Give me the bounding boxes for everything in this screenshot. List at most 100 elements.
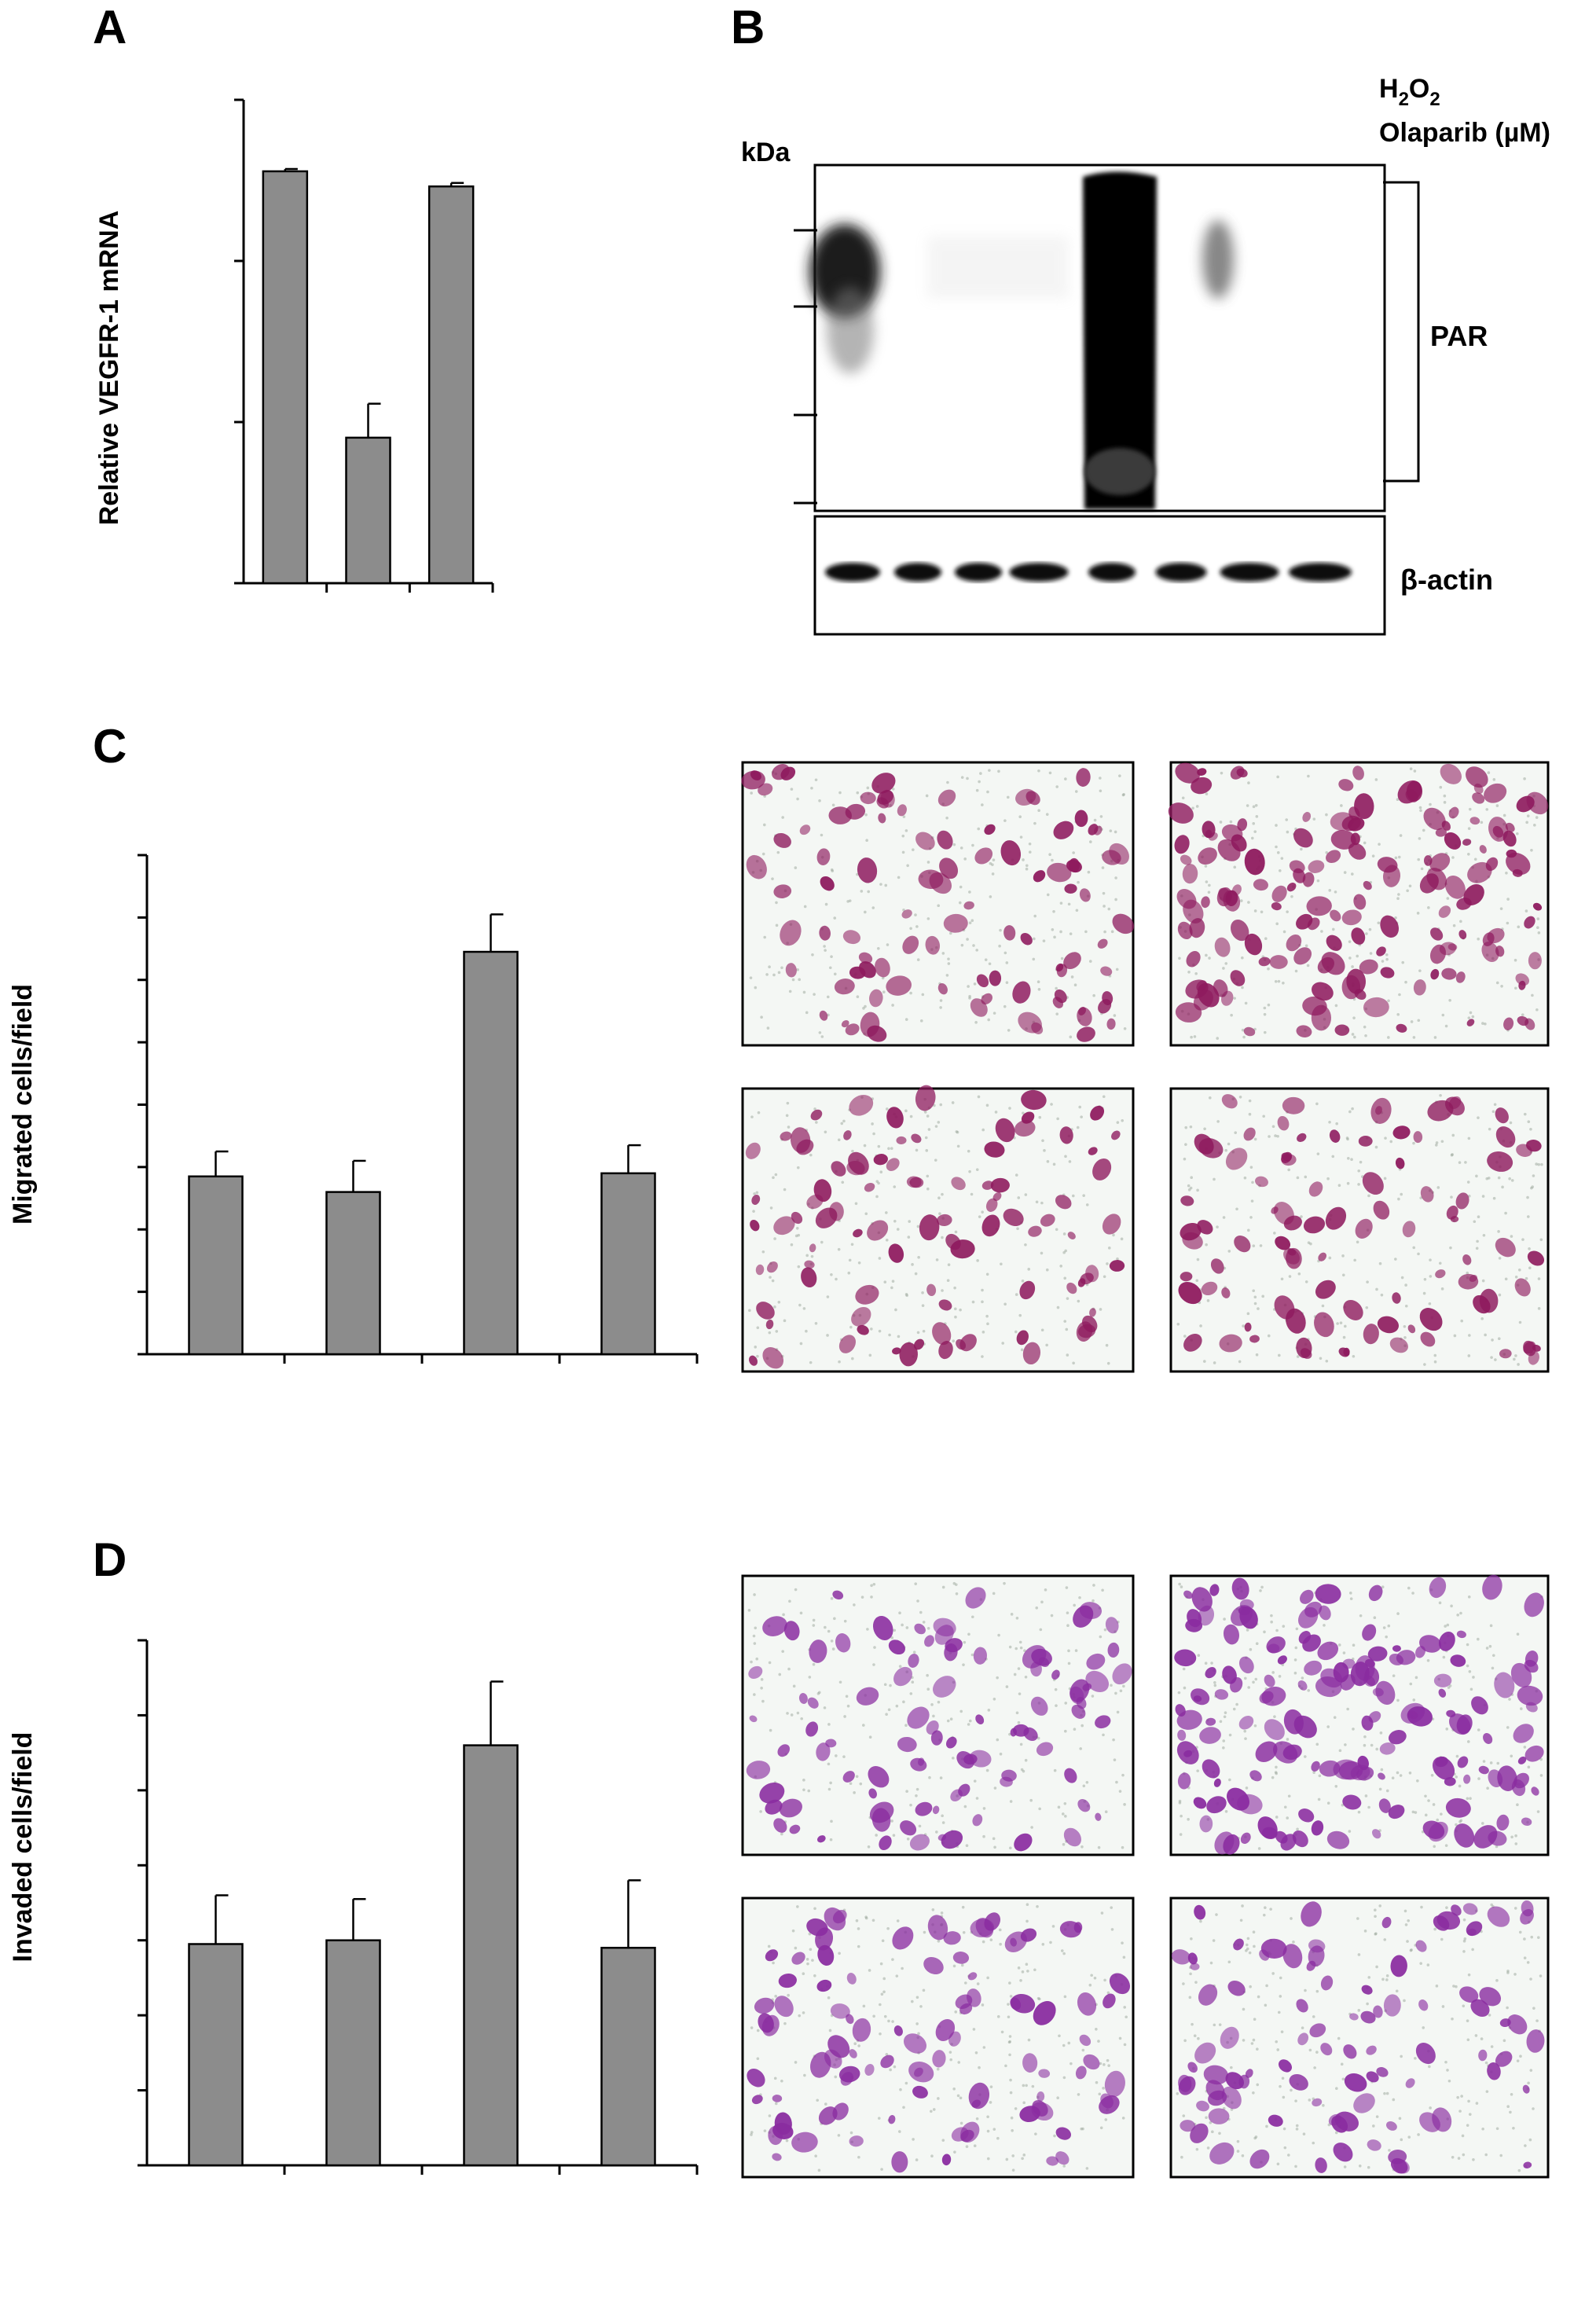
stained-cell [1053, 821, 1074, 839]
stained-cell [888, 2115, 896, 2124]
membrane-pore [952, 843, 956, 846]
stained-cell [886, 1107, 904, 1129]
stained-cell [1456, 1714, 1473, 1735]
membrane-pore [891, 788, 895, 791]
membrane-pore [1196, 1258, 1200, 1261]
membrane-pore [1433, 1845, 1436, 1849]
membrane-pore [926, 861, 930, 864]
membrane-pore [1093, 1977, 1097, 1980]
stained-cell [938, 1341, 953, 1360]
membrane-pore [1396, 1698, 1400, 1702]
membrane-pore [1020, 1348, 1024, 1352]
membrane-pore [1071, 1194, 1075, 1198]
membrane-pore [1271, 1775, 1275, 1779]
membrane-pore [1439, 1093, 1442, 1097]
membrane-pore [1249, 1985, 1252, 1988]
membrane-pore [1316, 879, 1320, 883]
membrane-pore [914, 1272, 918, 1276]
membrane-pore [996, 1738, 1000, 1742]
membrane-pore [1100, 1911, 1104, 1915]
membrane-pore [965, 2145, 969, 2148]
stained-cell [1001, 1769, 1017, 1782]
membrane-pore [1114, 876, 1117, 879]
stained-cell [1047, 862, 1072, 883]
membrane-pore [1343, 871, 1347, 874]
stained-cell [1205, 1667, 1216, 1679]
stained-cell [1208, 2108, 1230, 2124]
stained-cell [1354, 793, 1374, 820]
stained-cell [1308, 1181, 1323, 1197]
membrane-pore [1308, 2099, 1312, 2102]
membrane-pore [1223, 1617, 1226, 1621]
membrane-pore [904, 2081, 908, 2085]
stained-cell [970, 1919, 995, 1937]
membrane-pore [935, 1258, 939, 1261]
stained-cell [1495, 1237, 1516, 1258]
stained-cell [867, 1220, 889, 1241]
membrane-pore [1039, 1628, 1043, 1632]
stained-cell [857, 1324, 869, 1335]
stained-cell [780, 1131, 792, 1141]
membrane-pore [809, 1948, 813, 1952]
membrane-pore [815, 1121, 818, 1124]
stained-cell [937, 982, 948, 995]
stained-cell [1304, 1660, 1323, 1676]
membrane-pore [1451, 1133, 1455, 1137]
membrane-pore [854, 1202, 858, 1206]
membrane-pore [1435, 1985, 1439, 1988]
membrane-pore [1025, 1903, 1029, 1906]
membrane-pore [1252, 2091, 1255, 2095]
membrane-pore [1264, 2003, 1268, 2007]
stained-cell [1238, 1656, 1254, 1674]
stained-cell [1036, 2091, 1045, 2102]
membrane-pore [1056, 1305, 1060, 1309]
stained-cell [913, 1338, 925, 1350]
membrane-pore [1253, 1944, 1256, 1948]
membrane-pore [1245, 1786, 1249, 1790]
membrane-pore [1506, 921, 1510, 925]
membrane-pore [1276, 2048, 1280, 2051]
membrane-pore [774, 1995, 777, 1998]
membrane-pore [1103, 1978, 1106, 1982]
membrane-pore [1188, 1996, 1192, 1999]
membrane-pore [1102, 1095, 1106, 1099]
membrane-pore [1050, 1103, 1053, 1106]
stained-cell [801, 1267, 817, 1288]
membrane-pore [1352, 1643, 1356, 1647]
membrane-pore [912, 1651, 916, 1654]
membrane-pore [797, 1265, 801, 1269]
membrane-pore [1436, 1186, 1440, 1189]
stained-cell [1244, 848, 1265, 876]
membrane-pore [1336, 1322, 1339, 1325]
membrane-pore [816, 1692, 820, 1695]
stained-cell [1333, 2143, 1353, 2162]
membrane-pore [1380, 1768, 1384, 1772]
membrane-pore [1073, 1603, 1076, 1607]
membrane-pore [1358, 2165, 1362, 2168]
membrane-pore [1527, 1120, 1531, 1123]
stained-cell [1362, 1172, 1384, 1195]
membrane-pore [1276, 851, 1280, 854]
membrane-pore [945, 974, 949, 977]
membrane-pore [850, 1243, 854, 1247]
membrane-pore [1383, 1938, 1387, 1941]
membrane-pore [1475, 2102, 1479, 2105]
membrane-pore [827, 1723, 831, 1726]
stained-cell [1079, 888, 1091, 902]
membrane-pore [875, 1195, 879, 1199]
membrane-pore [1340, 804, 1343, 807]
membrane-pore [1466, 1797, 1469, 1801]
membrane-pore [1296, 1176, 1300, 1180]
membrane-pore [915, 1148, 919, 1152]
membrane-pore [1535, 1162, 1538, 1166]
membrane-pore [981, 1940, 985, 1944]
membrane-pore [757, 1111, 761, 1114]
membrane-pore [1467, 853, 1470, 856]
membrane-pore [1466, 1271, 1469, 1275]
membrane-pore [1427, 906, 1430, 909]
stained-cell [1485, 857, 1499, 872]
membrane-pore [769, 1206, 773, 1210]
membrane-pore [1120, 1237, 1124, 1241]
membrane-pore [1365, 1305, 1369, 1309]
membrane-pore [871, 906, 875, 909]
